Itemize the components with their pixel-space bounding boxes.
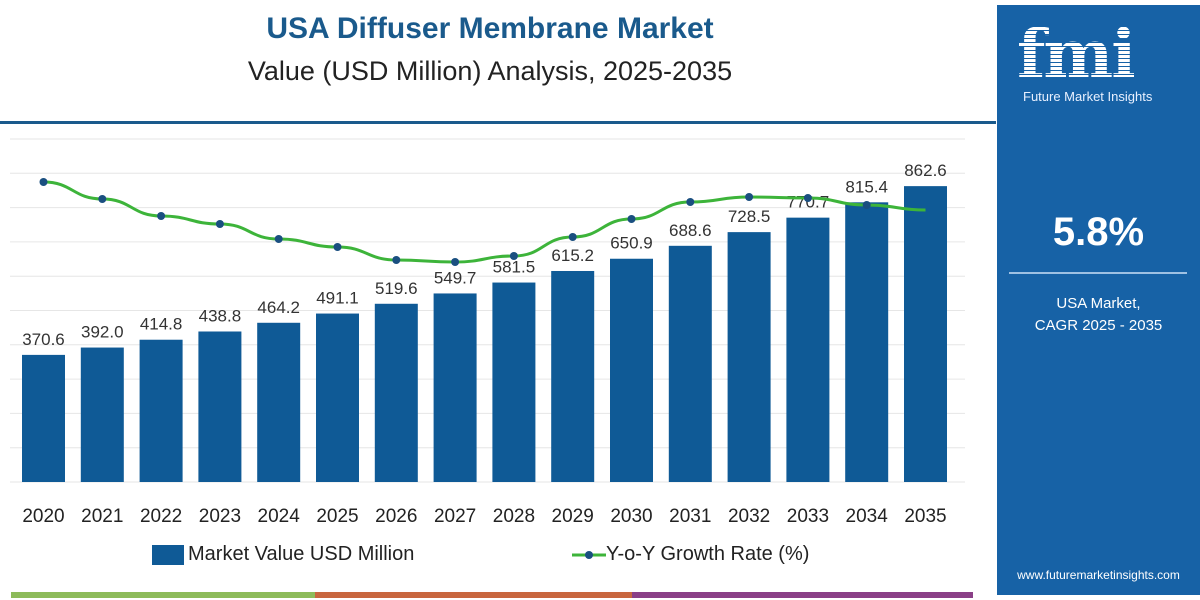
- x-tick-2022: 2022: [140, 506, 182, 527]
- legend-line-label: Y-o-Y Growth Rate (%): [606, 543, 810, 565]
- growth-point-2028: [509, 252, 518, 260]
- data-label-2022: 414.8: [140, 315, 183, 334]
- growth-point-2033: [803, 194, 812, 202]
- growth-point-2024: [274, 235, 283, 243]
- fmi-logo: fmi: [1017, 15, 1136, 93]
- bar-2027: [433, 293, 477, 482]
- growth-point-2021: [98, 195, 107, 203]
- x-tick-2023: 2023: [199, 506, 241, 527]
- bar-2023: [198, 331, 242, 482]
- chart-subtitle: Value (USD Million) Analysis, 2025-2035: [247, 56, 733, 86]
- x-tick-2029: 2029: [552, 506, 594, 527]
- bar-2021: [80, 347, 124, 482]
- bar-2031: [668, 245, 712, 482]
- bar-2026: [374, 303, 418, 482]
- bar-2034: [845, 202, 889, 482]
- data-label-2027: 549.7: [434, 268, 477, 287]
- data-label-2026: 519.6: [375, 279, 418, 298]
- x-tick-2031: 2031: [669, 506, 711, 527]
- cagr-label-line2: CAGR 2025 - 2035: [1034, 317, 1163, 334]
- bar-2029: [551, 270, 595, 482]
- growth-point-2034: [862, 201, 871, 209]
- x-tick-2032: 2032: [728, 506, 770, 527]
- bar-2028: [492, 282, 536, 482]
- logo-subtitle: Future Market Insights: [1023, 89, 1153, 104]
- legend-bar-label: Market Value USD Million: [188, 543, 415, 565]
- chart-area: 370.6 2020 392.0 2021 414.8 2022 438.8 2023 464.…: [10, 138, 965, 527]
- data-label-2024: 464.2: [257, 298, 300, 317]
- growth-point-2032: [745, 193, 754, 201]
- data-label-2028: 581.5: [493, 258, 536, 277]
- growth-point-2027: [451, 258, 460, 266]
- x-tick-2024: 2024: [258, 506, 301, 527]
- bar-2032: [727, 232, 771, 482]
- legend-line-swatch: [572, 550, 606, 559]
- bar-2022: [139, 339, 183, 482]
- x-tick-2021: 2021: [81, 506, 123, 527]
- growth-point-2029: [568, 233, 577, 241]
- growth-point-2023: [215, 220, 224, 228]
- bar-2020: [22, 354, 65, 482]
- cagr-label-line1: USA Market,: [1056, 295, 1141, 312]
- data-label-2029: 615.2: [551, 246, 594, 265]
- data-label-2025: 491.1: [316, 289, 359, 308]
- data-label-2034: 815.4: [845, 177, 888, 196]
- growth-point-2031: [686, 198, 695, 206]
- data-label-2032: 728.5: [728, 207, 771, 226]
- x-tick-2020: 2020: [22, 506, 64, 527]
- growth-point-2022: [157, 212, 166, 220]
- header-divider: [0, 121, 996, 124]
- x-tick-2025: 2025: [316, 506, 358, 527]
- x-tick-2027: 2027: [434, 506, 476, 527]
- bar-2030: [610, 258, 653, 482]
- bar-2035: [904, 186, 947, 482]
- info-panel: fmi Future Market Insights 5.8% USA Mark…: [997, 5, 1200, 595]
- bar-2033: [786, 217, 830, 482]
- growth-point-2030: [627, 215, 636, 223]
- website-url[interactable]: www.futuremarketinsights.com: [1017, 568, 1180, 582]
- cagr-value: 5.8%: [1052, 210, 1145, 254]
- footer-strip-orange: [315, 592, 632, 598]
- data-label-2030: 650.9: [610, 234, 653, 253]
- bar-2025: [316, 313, 359, 482]
- panel-divider: [1009, 272, 1187, 274]
- data-label-2021: 392.0: [81, 323, 124, 342]
- x-tick-2026: 2026: [375, 506, 417, 527]
- x-tick-2033: 2033: [787, 506, 829, 527]
- x-tick-2034: 2034: [846, 506, 889, 527]
- legend-item-bars: Market Value USD Million: [152, 543, 414, 566]
- footer-strip-green: [11, 592, 315, 598]
- footer-strip-purple: [632, 592, 973, 598]
- legend-item-line: Y-o-Y Growth Rate (%): [572, 543, 809, 566]
- growth-line: [43, 180, 926, 264]
- growth-point-2025: [333, 243, 342, 251]
- data-label-2035: 862.6: [904, 161, 947, 180]
- data-label-2020: 370.6: [22, 330, 65, 349]
- cagr-label: USA Market, CAGR 2025 - 2035: [997, 293, 1200, 337]
- x-tick-2030: 2030: [610, 506, 652, 527]
- bar-2024: [257, 322, 301, 482]
- x-tick-2028: 2028: [493, 506, 535, 527]
- growth-point-2026: [392, 256, 401, 264]
- data-label-2031: 688.6: [669, 221, 712, 240]
- legend-bar-swatch: [152, 544, 184, 565]
- growth-point-2020: [39, 178, 48, 186]
- chart-title: USA Diffuser Membrane Market: [266, 12, 714, 45]
- x-tick-2035: 2035: [904, 506, 946, 527]
- data-label-2023: 438.8: [199, 306, 242, 325]
